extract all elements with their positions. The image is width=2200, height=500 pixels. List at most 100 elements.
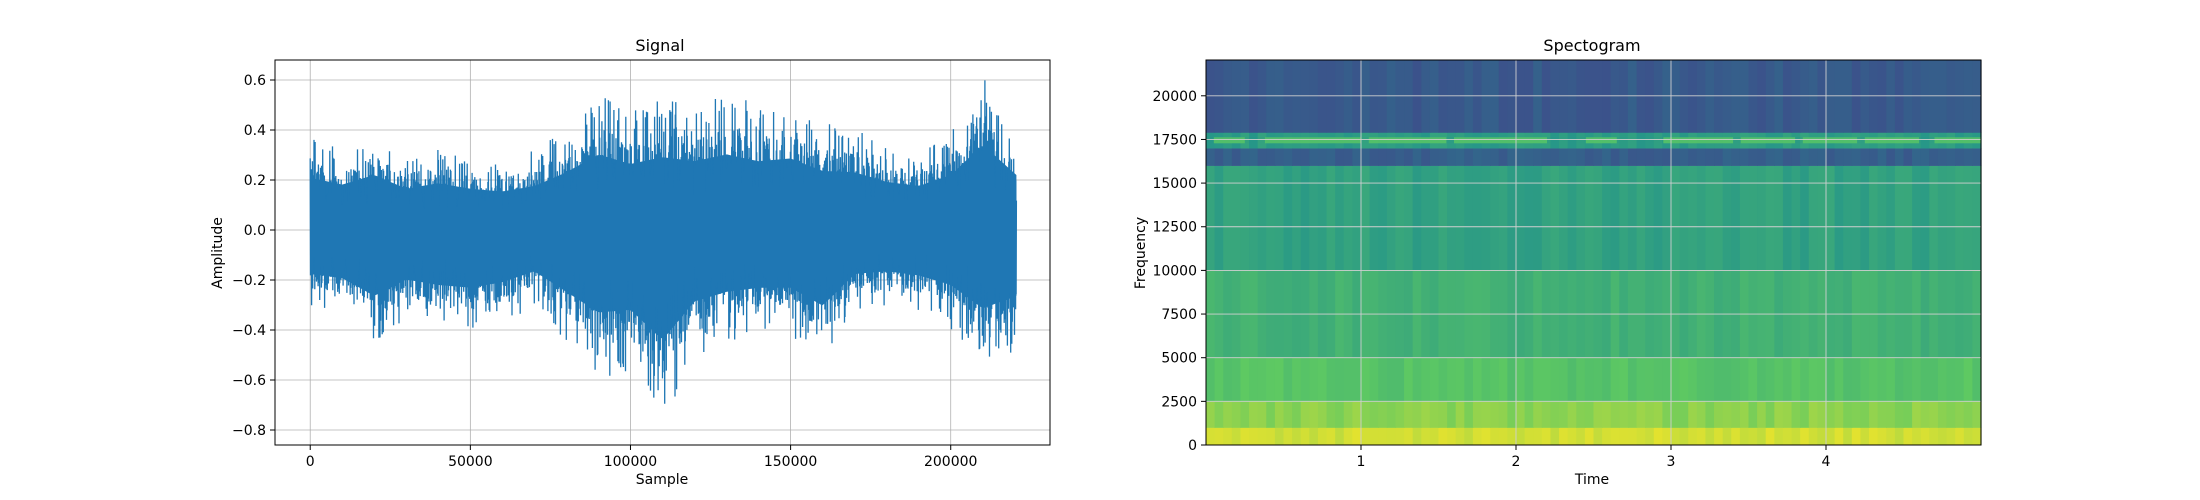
- spectrogram-cell: [1877, 427, 1887, 446]
- spectrogram-cell: [1955, 401, 1965, 428]
- spectrogram-cell: [1869, 148, 1879, 166]
- spectrogram-cell: [1343, 357, 1353, 402]
- spectrogram-cell: [1688, 357, 1698, 402]
- spectrogram-cell: [1946, 427, 1956, 446]
- spectrogram-cell: [1860, 357, 1870, 402]
- spectrogram-cell: [1567, 357, 1577, 402]
- spectrogram-cell: [1498, 148, 1508, 166]
- spectrogram-cell: [1714, 427, 1724, 446]
- spectrogram-cell: [1421, 165, 1431, 271]
- spectrogram-cell: [1378, 60, 1388, 133]
- spectrogram-cell: [1300, 60, 1310, 133]
- spectrogram-cell: [1903, 427, 1913, 446]
- signal-x-ticks: 0 50000 100000 150000 200000: [306, 445, 977, 470]
- spectrogram-cell: [1541, 401, 1552, 428]
- spectrogram-cell: [1292, 165, 1302, 271]
- spectrogram-cell: [1533, 357, 1543, 402]
- spectrogram-cell: [1369, 60, 1379, 133]
- spectrogram-cell: [1386, 427, 1397, 446]
- spectrogram-cell: [1300, 427, 1310, 446]
- spectrogram-cell: [1826, 427, 1836, 446]
- spectrogram-cell: [1576, 132, 1586, 149]
- spectrogram-cell: [1739, 357, 1750, 402]
- spectrogram-cell: [1791, 148, 1801, 166]
- spectrogram-cell: [1516, 357, 1526, 402]
- spectrogram-cell: [1206, 401, 1216, 428]
- spectrogram-cell: [1283, 357, 1293, 402]
- signal-y-tick-label: −0.2: [232, 273, 266, 289]
- spectrogram-cell: [1636, 357, 1646, 402]
- spectrogram-y-tick-label: 2500: [1161, 394, 1197, 410]
- spectrogram-cell: [1481, 401, 1491, 428]
- spectrogram-cell: [1550, 60, 1560, 133]
- spectrogram-cell: [1343, 165, 1353, 271]
- spectrogram-cell: [1602, 427, 1612, 446]
- spectrogram-cell: [1464, 165, 1474, 271]
- spectrogram-cell: [1765, 401, 1775, 428]
- spectrogram-cell: [1378, 165, 1388, 271]
- spectrogram-ylabel: Frequency: [1133, 217, 1149, 289]
- signal-xlabel: Sample: [636, 472, 689, 488]
- spectrogram-cell: [1490, 148, 1500, 166]
- spectrogram-cell: [1765, 427, 1775, 446]
- spectrogram-cell: [1386, 60, 1397, 133]
- spectrogram-cell: [1541, 148, 1552, 166]
- spectrogram-cell: [1507, 427, 1517, 446]
- spectrogram-cell: [1731, 357, 1741, 402]
- spectrogram-cell: [1963, 401, 1973, 428]
- spectrogram-cell: [1920, 132, 1930, 149]
- spectrogram-cell: [1602, 148, 1612, 166]
- spectrogram-cell: [1404, 401, 1414, 428]
- spectrogram-cell: [1490, 165, 1500, 271]
- spectrogram-cell: [1421, 401, 1431, 428]
- spectrogram-cell: [1739, 401, 1750, 428]
- spectrogram-cell: [1223, 165, 1233, 271]
- spectrogram-x-ticks: 1 2 3 4: [1357, 445, 1831, 470]
- spectrogram-cell: [1782, 60, 1793, 133]
- spectrogram-cell: [1636, 165, 1646, 271]
- spectrogram-cell: [1352, 401, 1362, 428]
- spectrogram-cell: [1240, 165, 1250, 271]
- spectrogram-cell: [1524, 148, 1534, 166]
- spectrogram-cell: [1662, 148, 1672, 166]
- spectrogram-cell: [1421, 427, 1431, 446]
- spectrogram-cell: [1231, 401, 1242, 428]
- spectrogram-cell: [1559, 148, 1569, 166]
- spectrogram-cell: [1335, 60, 1345, 133]
- spectrogram-tone-segment: [1454, 137, 1547, 144]
- spectrogram-cell: [1765, 148, 1775, 166]
- spectrogram-cell: [1920, 427, 1930, 446]
- spectrogram-cell: [1481, 148, 1491, 166]
- spectrogram-cell: [1593, 401, 1603, 428]
- spectrogram-cell: [1946, 60, 1956, 133]
- spectrogram-cell: [1757, 401, 1767, 428]
- spectrogram-xlabel: Time: [1574, 472, 1609, 488]
- spectrogram-cell: [1240, 148, 1250, 166]
- spectrogram-cell: [1662, 60, 1672, 133]
- spectrogram-cell: [1937, 148, 1948, 166]
- spectrogram-cell: [1817, 357, 1827, 402]
- spectrogram-cell: [1214, 148, 1224, 166]
- spectrogram-cell: [1559, 401, 1569, 428]
- spectrogram-cell: [1610, 165, 1620, 271]
- spectrogram-cell: [1438, 148, 1448, 166]
- spectrogram-cell: [1636, 60, 1646, 133]
- spectrogram-cell: [1972, 148, 1982, 166]
- spectrogram-cell: [1317, 427, 1328, 446]
- spectrogram-cell: [1714, 165, 1724, 271]
- spectrogram-cell: [1808, 148, 1818, 166]
- spectrogram-cell: [1739, 148, 1750, 166]
- spectrogram-cell: [1266, 165, 1276, 271]
- spectrogram-cell: [1653, 427, 1663, 446]
- signal-y-tick-label: 0.6: [244, 73, 266, 89]
- spectrogram-cell: [1869, 60, 1879, 133]
- spectrogram-cell: [1705, 427, 1715, 446]
- spectrogram-cell: [1550, 132, 1560, 149]
- spectrogram-cell: [1309, 148, 1319, 166]
- spectrogram-cell: [1808, 357, 1818, 402]
- spectrogram-cell: [1498, 165, 1508, 271]
- spectrogram-cell: [1249, 401, 1259, 428]
- spectrogram-cell: [1240, 427, 1250, 446]
- spectrogram-y-tick-label: 10000: [1152, 263, 1197, 279]
- spectrogram-cell: [1464, 148, 1474, 166]
